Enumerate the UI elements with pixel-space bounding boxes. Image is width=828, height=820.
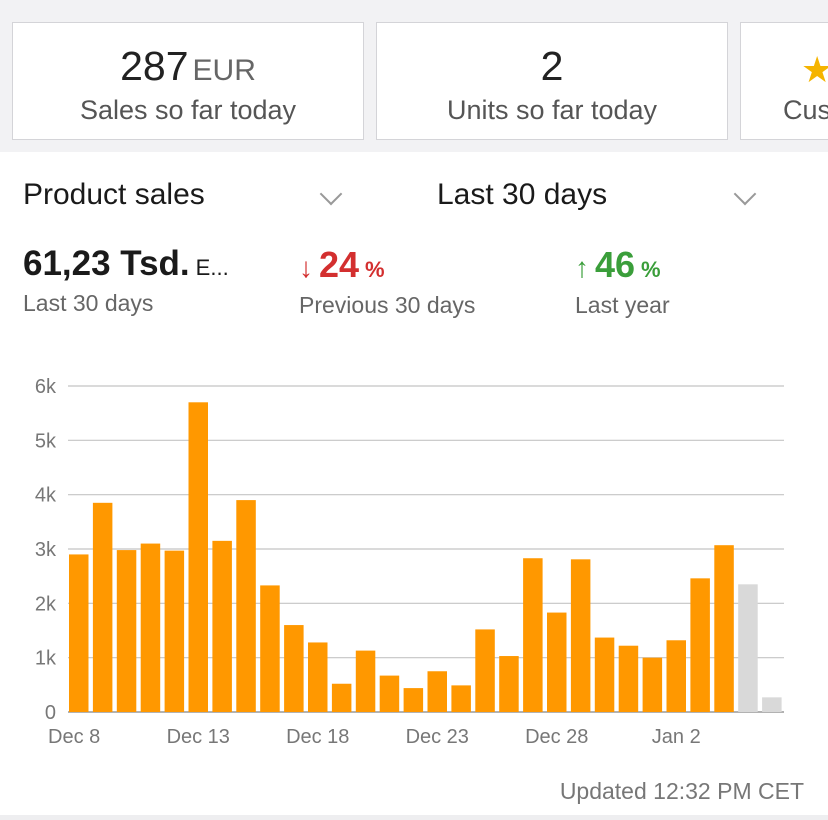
x-tick-label: Dec 18 bbox=[286, 726, 349, 748]
chart-bar[interactable] bbox=[427, 671, 448, 712]
units-today-value: 2 bbox=[540, 43, 564, 89]
previous-unit: % bbox=[365, 257, 385, 282]
x-tick-label: Dec 8 bbox=[48, 726, 100, 748]
last-year-label: Last year bbox=[575, 292, 670, 318]
chart-bar[interactable] bbox=[212, 540, 232, 712]
chart-bar[interactable] bbox=[69, 554, 89, 712]
total-unit: E... bbox=[195, 255, 229, 280]
star-icon: ★ bbox=[801, 49, 828, 90]
period-dropdown-label: Last 30 days bbox=[437, 178, 608, 211]
sales-today-label: Sales so far today bbox=[79, 95, 297, 125]
previous-label: Previous 30 days bbox=[299, 292, 476, 318]
y-tick-label: 4k bbox=[35, 485, 57, 507]
metric-dropdown[interactable]: Product sales bbox=[23, 178, 353, 212]
previous-value: 24 bbox=[319, 244, 360, 285]
units-today-card[interactable]: 2 Units so far today bbox=[376, 22, 728, 140]
chart-bar[interactable] bbox=[260, 585, 280, 712]
total-metric: 61,23 Tsd. E... Last 30 days bbox=[23, 244, 229, 317]
y-tick-label: 6k bbox=[35, 376, 57, 398]
last-year-unit: % bbox=[641, 257, 661, 282]
chart-bar[interactable] bbox=[666, 640, 687, 712]
total-label: Last 30 days bbox=[23, 290, 154, 316]
chart-bar[interactable] bbox=[523, 558, 543, 712]
sales-panel: Product sales Last 30 days 61,23 Tsd. E..… bbox=[0, 152, 828, 818]
x-tick-label: Jan 2 bbox=[652, 726, 701, 748]
sales-today-value: 287 EUR bbox=[120, 43, 256, 89]
x-tick-label: Dec 28 bbox=[525, 726, 588, 748]
chart-bar[interactable] bbox=[236, 500, 256, 712]
customers-card[interactable]: ★ Cus bbox=[740, 22, 828, 140]
chart-bar[interactable] bbox=[642, 657, 663, 712]
last-year-metric: ↑ 46% Last year bbox=[575, 244, 670, 319]
customers-label: Cus bbox=[783, 95, 828, 125]
y-tick-label: 5k bbox=[35, 430, 57, 452]
total-value: 61,23 Tsd. bbox=[23, 244, 190, 283]
units-today-label: Units so far today bbox=[446, 95, 658, 125]
bottom-divider bbox=[0, 815, 828, 820]
y-tick-label: 1k bbox=[35, 648, 57, 670]
arrow-up-icon: ↑ bbox=[575, 252, 589, 283]
y-tick-label: 2k bbox=[35, 593, 57, 615]
kpi-strip: 287 EUR Sales so far today 2 Units so far… bbox=[0, 0, 828, 152]
previous-metric: ↓ 24% Previous 30 days bbox=[299, 244, 475, 319]
chart-bar[interactable] bbox=[284, 625, 304, 712]
chart-bar[interactable] bbox=[403, 688, 424, 712]
chart-bar[interactable] bbox=[451, 685, 471, 712]
sales-today-card[interactable]: 287 EUR Sales so far today bbox=[12, 22, 364, 140]
chart-bar[interactable] bbox=[140, 543, 161, 712]
last-year-value: 46 bbox=[595, 244, 636, 285]
sales-bar-chart: 0 1k 2k 3k 4k 5k 6k Dec 8 Dec 13 Dec 18 Dec 23 Dec … bbox=[35, 376, 784, 748]
x-tick-label: Dec 13 bbox=[167, 726, 230, 748]
chart-bar[interactable] bbox=[547, 612, 567, 712]
y-tick-label: 3k bbox=[35, 539, 57, 561]
x-tick-label: Dec 23 bbox=[406, 726, 469, 748]
metric-dropdown-label: Product sales bbox=[23, 178, 205, 211]
chart-bar[interactable] bbox=[116, 550, 137, 712]
chart-bar[interactable] bbox=[92, 502, 113, 712]
chart-bar[interactable] bbox=[355, 650, 376, 712]
chart-bar[interactable] bbox=[308, 642, 328, 712]
chart-bar[interactable] bbox=[594, 637, 615, 712]
chart-bar[interactable] bbox=[475, 629, 495, 712]
chart-bar[interactable] bbox=[738, 584, 758, 712]
sales-today-unit: EUR bbox=[192, 54, 256, 87]
chart-bar[interactable] bbox=[762, 697, 782, 712]
arrow-down-icon: ↓ bbox=[299, 252, 313, 283]
chart-bar[interactable] bbox=[499, 656, 519, 712]
chart-bar[interactable] bbox=[690, 578, 710, 712]
updated-timestamp: Updated 12:32 PM CET bbox=[559, 778, 804, 804]
chart-bar[interactable] bbox=[331, 683, 352, 712]
chart-bar[interactable] bbox=[570, 559, 591, 712]
chart-bar[interactable] bbox=[379, 675, 400, 712]
chart-bar[interactable] bbox=[618, 645, 639, 712]
y-tick-label: 0 bbox=[45, 702, 56, 724]
chart-bar[interactable] bbox=[188, 402, 209, 712]
chart-bar[interactable] bbox=[714, 545, 734, 712]
period-dropdown[interactable]: Last 30 days bbox=[437, 178, 757, 212]
chart-bar[interactable] bbox=[164, 550, 185, 712]
